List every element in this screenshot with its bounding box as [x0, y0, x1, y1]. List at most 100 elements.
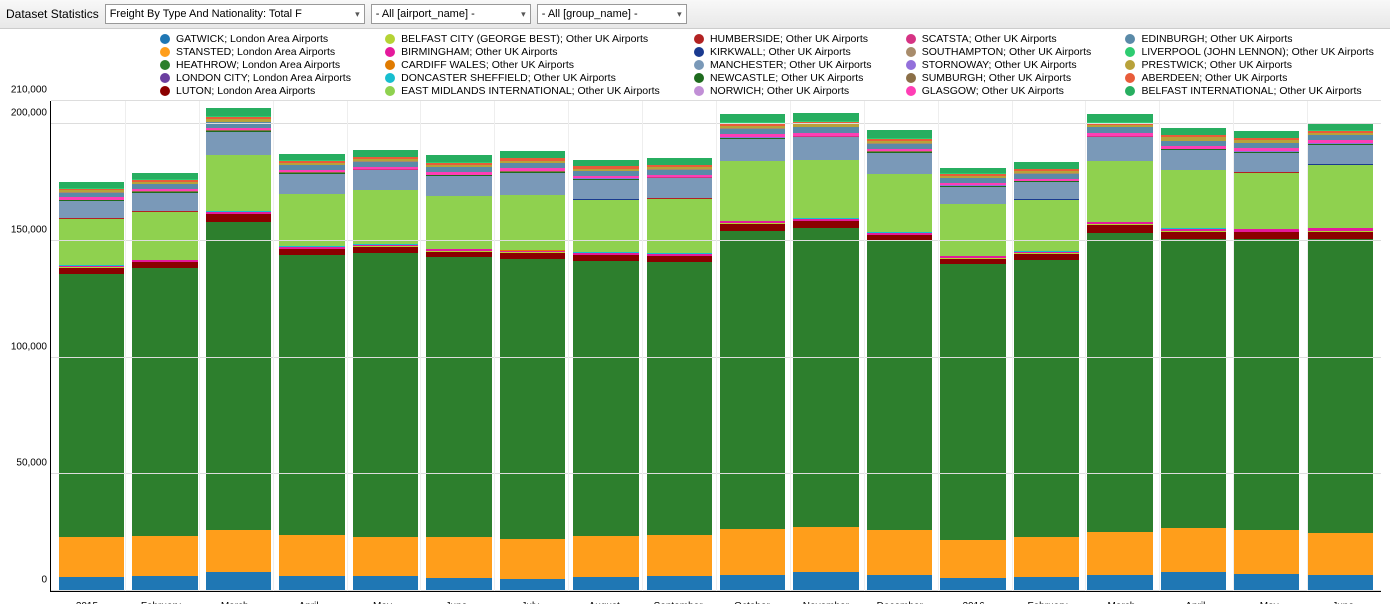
legend-swatch	[694, 60, 704, 70]
bar-stack[interactable]	[940, 168, 1005, 591]
legend-label: SCATSTA; Other UK Airports	[922, 33, 1057, 45]
legend-item[interactable]: STANSTED; London Area Airports	[160, 46, 367, 58]
bar-stack[interactable]	[500, 151, 565, 591]
bar-segment	[720, 139, 785, 161]
legend-item[interactable]: HEATHROW; London Area Airports	[160, 59, 367, 71]
bar-segment	[132, 576, 197, 591]
legend-item[interactable]: ABERDEEN; Other UK Airports	[1125, 72, 1390, 84]
bar-stack[interactable]	[279, 154, 344, 591]
legend-item[interactable]: STORNOWAY; Other UK Airports	[906, 59, 1108, 71]
bar-segment	[500, 539, 565, 580]
airport-dropdown[interactable]: - All [airport_name] - ▾	[371, 4, 531, 24]
bar-stack[interactable]	[793, 113, 858, 591]
legend-label: SUMBURGH; Other UK Airports	[922, 72, 1071, 84]
legend-item[interactable]: NORWICH; Other UK Airports	[694, 85, 888, 97]
bar-segment	[1014, 260, 1079, 538]
legend-item[interactable]: SUMBURGH; Other UK Airports	[906, 72, 1108, 84]
legend-label: DONCASTER SHEFFIELD; Other UK Airports	[401, 72, 616, 84]
group-dropdown[interactable]: - All [group_name] - ▾	[537, 4, 687, 24]
legend-label: EAST MIDLANDS INTERNATIONAL; Other UK Ai…	[401, 85, 660, 97]
bar-stack[interactable]	[353, 150, 418, 591]
legend-item[interactable]: LONDON CITY; London Area Airports	[160, 72, 367, 84]
gridline	[420, 101, 421, 591]
bar-segment	[647, 262, 712, 535]
legend-swatch	[906, 34, 916, 44]
bar-column	[867, 101, 932, 591]
legend-swatch	[906, 60, 916, 70]
bar-segment	[1234, 239, 1299, 531]
bar-segment	[647, 199, 712, 254]
legend-item[interactable]: PRESTWICK; Other UK Airports	[1125, 59, 1390, 71]
bar-segment	[720, 575, 785, 591]
legend-label: ABERDEEN; Other UK Airports	[1141, 72, 1287, 84]
bar-stack[interactable]	[720, 114, 785, 591]
bar-stack[interactable]	[132, 173, 197, 591]
bar-segment	[867, 241, 932, 530]
legend-item[interactable]: LUTON; London Area Airports	[160, 85, 367, 97]
bar-segment	[647, 576, 712, 591]
bar-segment	[720, 231, 785, 530]
bar-segment	[500, 151, 565, 158]
legend-item[interactable]: SCATSTA; Other UK Airports	[906, 33, 1108, 45]
bar-segment	[132, 536, 197, 576]
legend-item[interactable]: MANCHESTER; Other UK Airports	[694, 59, 888, 71]
legend-item[interactable]: BIRMINGHAM; Other UK Airports	[385, 46, 676, 58]
bar-segment	[867, 174, 932, 232]
legend-item[interactable]: NEWCASTLE; Other UK Airports	[694, 72, 888, 84]
bar-stack[interactable]	[59, 182, 124, 591]
legend-item[interactable]: HUMBERSIDE; Other UK Airports	[694, 33, 888, 45]
bar-segment	[500, 259, 565, 539]
bar-segment	[206, 222, 271, 530]
legend-item[interactable]: KIRKWALL; Other UK Airports	[694, 46, 888, 58]
bar-segment	[59, 274, 124, 538]
legend-item[interactable]: GLASGOW; Other UK Airports	[906, 85, 1108, 97]
bar-segment	[59, 219, 124, 266]
legend-swatch	[385, 86, 395, 96]
bar-stack[interactable]	[426, 155, 491, 591]
bar-segment	[1161, 170, 1226, 228]
bar-segment	[1087, 114, 1152, 122]
legend-item[interactable]: BELFAST CITY (GEORGE BEST); Other UK Air…	[385, 33, 676, 45]
bar-stack[interactable]	[647, 158, 712, 591]
gridline	[1012, 101, 1013, 591]
legend-item[interactable]: SOUTHAMPTON; Other UK Airports	[906, 46, 1108, 58]
legend-item[interactable]: LIVERPOOL (JOHN LENNON); Other UK Airpor…	[1125, 46, 1390, 58]
bar-stack[interactable]	[573, 160, 638, 591]
bar-segment	[1161, 150, 1226, 170]
bar-stack[interactable]	[1087, 114, 1152, 591]
legend-item[interactable]: EAST MIDLANDS INTERNATIONAL; Other UK Ai…	[385, 85, 676, 97]
bar-segment	[867, 530, 932, 574]
bar-stack[interactable]	[867, 130, 932, 591]
bar-segment	[573, 261, 638, 536]
bar-segment	[1014, 200, 1079, 251]
bar-stack[interactable]	[1014, 162, 1079, 591]
bar-stack[interactable]	[206, 108, 271, 591]
dataset-dropdown[interactable]: Freight By Type And Nationality: Total F…	[105, 4, 365, 24]
bar-stack[interactable]	[1234, 131, 1299, 591]
legend-label: EDINBURGH; Other UK Airports	[1141, 33, 1292, 45]
legend-item[interactable]: CARDIFF WALES; Other UK Airports	[385, 59, 676, 71]
legend-item[interactable]: DONCASTER SHEFFIELD; Other UK Airports	[385, 72, 676, 84]
bar-segment	[720, 114, 785, 122]
legend-label: BELFAST CITY (GEORGE BEST); Other UK Air…	[401, 33, 648, 45]
bar-column	[573, 101, 638, 591]
legend-label: GATWICK; London Area Airports	[176, 33, 328, 45]
legend-swatch	[160, 73, 170, 83]
bar-segment	[793, 572, 858, 591]
bar-column	[426, 101, 491, 591]
legend-item[interactable]: EDINBURGH; Other UK Airports	[1125, 33, 1390, 45]
y-axis-label: 0	[41, 575, 51, 586]
gridline	[1159, 101, 1160, 591]
legend-swatch	[906, 73, 916, 83]
legend-label: KIRKWALL; Other UK Airports	[710, 46, 851, 58]
toolbar: Dataset Statistics Freight By Type And N…	[0, 0, 1390, 29]
bar-stack[interactable]	[1161, 128, 1226, 591]
legend-item[interactable]: GATWICK; London Area Airports	[160, 33, 367, 45]
gridline	[1085, 101, 1086, 591]
legend-swatch	[1125, 60, 1135, 70]
bar-stack[interactable]	[1307, 124, 1372, 591]
legend-label: STANSTED; London Area Airports	[176, 46, 335, 58]
bar-segment	[1307, 145, 1372, 165]
bar-segment	[940, 540, 1005, 579]
legend-item[interactable]: BELFAST INTERNATIONAL; Other UK Airports	[1125, 85, 1390, 97]
